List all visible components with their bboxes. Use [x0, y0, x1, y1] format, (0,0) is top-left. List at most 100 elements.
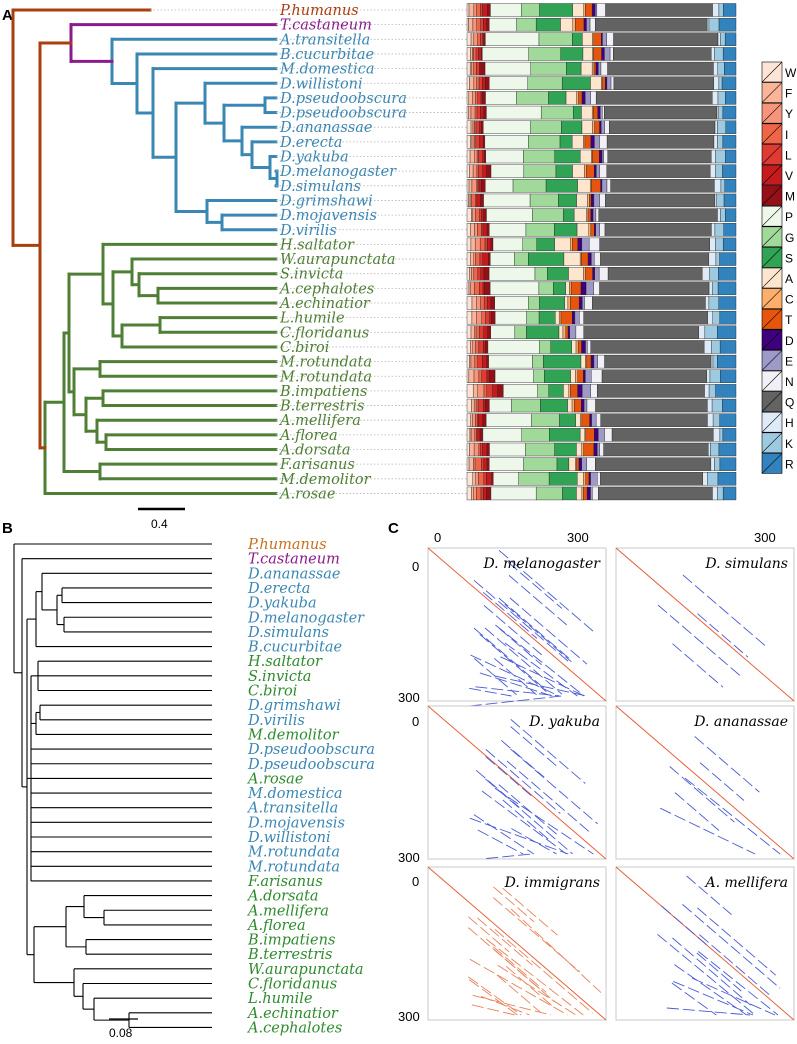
a-bar-seg-L [480, 3, 483, 17]
a-bar-seg-T [586, 164, 595, 178]
a-bar-seg-L [485, 310, 490, 325]
a-bar-seg-F [470, 120, 474, 134]
a-bar-seg-S [560, 47, 584, 61]
a-species-label: A.rosae [278, 486, 335, 502]
a-bar-seg-F [469, 61, 472, 76]
scale-bar-b-label: 0.08 [109, 1026, 133, 1040]
a-bar-seg-F [470, 32, 475, 46]
a-bar-seg-T [578, 91, 583, 105]
c-plot-repeat [502, 887, 558, 936]
a-bar-seg-P [490, 486, 537, 501]
a-bar-seg-G [518, 472, 550, 486]
a-bar-seg-W [466, 354, 470, 369]
a-species-label: D.pseudoobscura [279, 106, 407, 122]
a-bar-seg-D [583, 369, 586, 383]
a-bar-seg-K [718, 76, 723, 90]
a-bar-seg-L [476, 61, 480, 76]
c-plot-repeat [684, 777, 781, 855]
a-bar-seg-K [717, 486, 724, 501]
a-bar-seg-G [523, 149, 555, 164]
a-bar-seg-K [712, 413, 720, 427]
a-bar-seg-N [595, 208, 599, 222]
c-plot-repeat [475, 769, 520, 808]
a-bar-seg-G [530, 120, 562, 134]
legend-swatch-slash [761, 226, 783, 248]
legend-label-R: R [785, 457, 794, 471]
a-bar-seg-S [554, 223, 578, 237]
a-bar-seg-F [468, 369, 475, 383]
a-bar-seg-G [534, 267, 548, 281]
a-bar-seg-P [485, 413, 532, 427]
c-plot-repeat [509, 597, 588, 665]
legend-label-L: L [785, 148, 792, 162]
a-bar-seg-E [601, 149, 604, 164]
a-bar-seg-P [485, 149, 524, 164]
c-plot-repeat [660, 807, 756, 855]
legend-swatch-slash [761, 432, 783, 454]
b-species-label: M.rotundata [247, 859, 340, 875]
a-bar-seg-S [526, 325, 560, 339]
b-species-label: W.aurapunctata [248, 962, 364, 978]
a-bar-seg-N [589, 17, 596, 32]
a-bar-seg-G [533, 369, 545, 383]
a-bar-seg-M [485, 340, 489, 354]
a-bar-seg-I [474, 281, 480, 296]
a-bar-seg-K [711, 340, 721, 354]
a-bar-seg-H [713, 135, 718, 149]
a-bar-seg-S [556, 457, 570, 471]
a-bar-seg-L [480, 32, 483, 46]
c-plot-repeat [477, 829, 524, 855]
a-bar-seg-L [477, 267, 481, 281]
a-bar-seg-D [567, 325, 570, 339]
a-bar-seg-Q [597, 384, 705, 398]
a-bar-seg-C [591, 105, 594, 120]
a-bar-seg-V [482, 3, 488, 17]
a-bar-seg-I [479, 237, 486, 252]
a-bar-seg-T [576, 457, 580, 471]
a-bar-seg-S [555, 164, 573, 178]
a-bar-seg-S [538, 310, 556, 325]
panel-c-axis-ticks: 0 300 300 0 300 0 300 0 300 [398, 530, 776, 1024]
a-bar-seg-W [466, 442, 470, 457]
a-bar-seg-Y [473, 76, 477, 90]
a-bar-seg-M [485, 76, 490, 90]
a-bar-seg-A [568, 267, 584, 281]
a-bar-seg-M [497, 384, 504, 398]
a-bar-seg-L [484, 237, 488, 252]
a-bar-seg-R [722, 398, 737, 413]
a-bar-seg-E [595, 223, 600, 237]
c-ytick-0-row3: 0 [412, 874, 419, 889]
a-bar-seg-C [572, 17, 576, 32]
legend-label-Q: Q [785, 396, 794, 410]
c-plot-2: D. yakuba [427, 705, 607, 860]
a-bar-seg-A [577, 472, 584, 486]
legend-label-G: G [785, 231, 794, 245]
a-bar-seg-D [601, 47, 605, 61]
a-bar-seg-P [494, 310, 527, 325]
a-bar-seg-F [472, 384, 478, 398]
c-plot-repeat [674, 964, 747, 1016]
c-plot-repeat [686, 875, 732, 915]
a-bar-seg-L [475, 47, 479, 61]
a-bar-seg-S [528, 252, 565, 266]
a-bar-seg-Q [613, 47, 712, 61]
c-plot-repeat [698, 951, 779, 1016]
a-bar-seg-R [718, 267, 737, 281]
c-plot-repeat [495, 624, 585, 697]
a-bar-seg-I [473, 267, 479, 281]
b-species-label: P.humanus [247, 537, 327, 553]
a-bar-seg-H [701, 267, 710, 281]
c-plot-repeat [682, 574, 768, 648]
a-bar-seg-D [594, 223, 596, 237]
a-bar-seg-M [490, 296, 495, 310]
a-bar-seg-A [579, 428, 586, 442]
a-bar-seg-S [558, 193, 577, 208]
c-plot-0: D. melanogaster [427, 547, 607, 707]
a-bar-seg-T [593, 32, 602, 46]
a-bar-seg-R [725, 120, 737, 134]
c-plot-repeat [511, 828, 557, 855]
a-bar-seg-K [720, 208, 726, 222]
a-bar-seg-G [523, 457, 558, 471]
a-bar-seg-S [543, 354, 582, 369]
